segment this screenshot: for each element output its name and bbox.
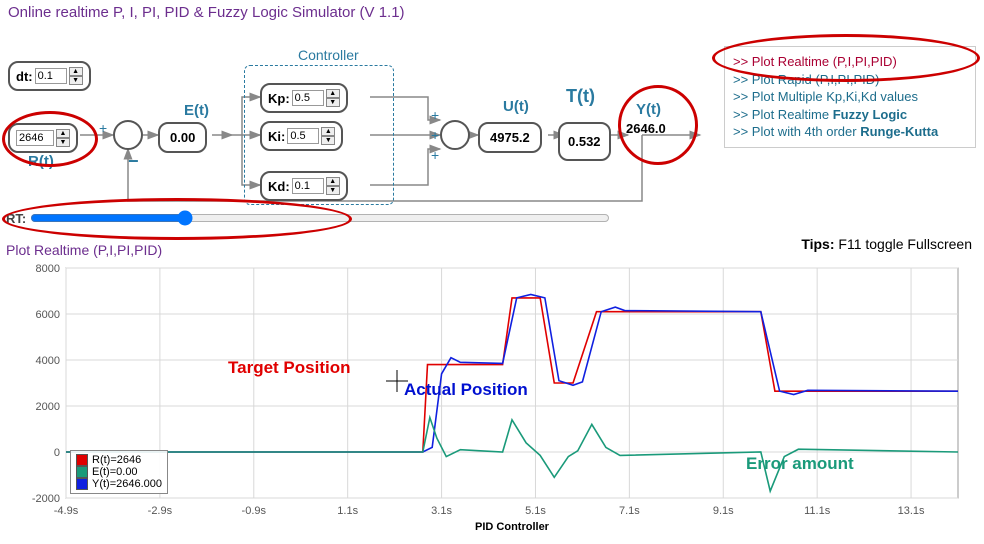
annot-actual: Actual Position	[404, 380, 528, 400]
annot-error: Error amount	[746, 454, 854, 474]
y-label: Y(t)	[636, 101, 661, 118]
svg-text:2000: 2000	[36, 401, 60, 413]
r-down[interactable]: ▼	[56, 138, 70, 147]
dt-box: dt: ▲ ▼	[8, 61, 91, 91]
rt-label: RT:	[6, 211, 26, 226]
dt-down[interactable]: ▼	[69, 76, 83, 85]
link-rapid[interactable]: >> Plot Rapid (P,I,PI,PID)	[733, 72, 879, 87]
crosshair-icon	[386, 370, 408, 392]
page-title: Online realtime P, I, PI, PID & Fuzzy Lo…	[0, 0, 984, 25]
svg-text:6000: 6000	[36, 309, 60, 321]
link-rk[interactable]: >> Plot with 4th order Runge-Kutta	[733, 124, 938, 139]
dt-spinner: ▲ ▼	[69, 67, 83, 85]
sum2	[440, 120, 470, 150]
kp-up[interactable]: ▲	[326, 89, 340, 98]
link-multiple[interactable]: >> Plot Multiple Kp,Ki,Kd values	[733, 89, 918, 104]
svg-text:4000: 4000	[36, 355, 60, 367]
ki-down[interactable]: ▼	[321, 136, 335, 145]
ki-input[interactable]	[287, 128, 319, 144]
r-label: R(t)	[28, 153, 54, 170]
svg-text:-2.9s: -2.9s	[148, 505, 173, 517]
e-value: 0.00	[158, 122, 207, 153]
r-up[interactable]: ▲	[56, 129, 70, 138]
svg-text:8000: 8000	[36, 263, 60, 275]
svg-text:1.1s: 1.1s	[337, 505, 358, 517]
ki-up[interactable]: ▲	[321, 127, 335, 136]
svg-text:7.1s: 7.1s	[619, 505, 640, 517]
y-value: 2646.0	[626, 121, 666, 136]
svg-text:9.1s: 9.1s	[713, 505, 734, 517]
svg-text:13.1s: 13.1s	[898, 505, 925, 517]
dt-up[interactable]: ▲	[69, 67, 83, 76]
kd-up[interactable]: ▲	[326, 177, 340, 186]
legend: R(t)=2646E(t)=0.00Y(t)=2646.000	[70, 450, 168, 494]
e-label: E(t)	[184, 102, 209, 119]
controller-title: Controller	[298, 47, 359, 63]
t-label: T(t)	[566, 86, 595, 107]
kp-box: Kp: ▲▼	[260, 83, 348, 113]
svg-text:5.1s: 5.1s	[525, 505, 546, 517]
rt-slider[interactable]	[30, 210, 610, 226]
u-label: U(t)	[503, 98, 529, 115]
kp-input[interactable]	[292, 90, 324, 106]
svg-text:11.1s: 11.1s	[804, 505, 831, 517]
r-input[interactable]	[16, 130, 54, 146]
svg-text:PID Controller: PID Controller	[475, 521, 550, 533]
annot-target: Target Position	[228, 358, 350, 378]
svg-text:0: 0	[54, 447, 60, 459]
ki-box: Ki: ▲▼	[260, 121, 343, 151]
svg-text:-0.9s: -0.9s	[242, 505, 267, 517]
svg-text:3.1s: 3.1s	[431, 505, 452, 517]
link-fuzzy[interactable]: >> Plot Realtime Fuzzy Logic	[733, 107, 907, 122]
u-value: 4975.2	[478, 122, 542, 153]
kd-input[interactable]	[292, 178, 324, 194]
r-spinner: ▲ ▼	[56, 129, 70, 147]
kd-box: Kd: ▲▼	[260, 171, 348, 201]
rt-row: RT:	[6, 210, 610, 226]
link-realtime[interactable]: >> Plot Realtime (P,I,PI,PID)	[733, 54, 897, 69]
chart: -2000 0 2000 4000 6000 8000 -4.9s -2.9s -0.9s 1.1…	[6, 262, 966, 538]
plot-title: Plot Realtime (P,I,PI,PID)	[6, 242, 162, 258]
sum1	[113, 120, 143, 150]
tips: Tips: F11 toggle Fullscreen	[801, 236, 972, 252]
kd-down[interactable]: ▼	[326, 186, 340, 195]
links-panel: >> Plot Realtime (P,I,PI,PID) >> Plot Ra…	[724, 46, 976, 148]
kp-down[interactable]: ▼	[326, 98, 340, 107]
r-box: ▲ ▼	[8, 123, 78, 153]
t-value: 0.532	[558, 122, 611, 161]
svg-text:-2000: -2000	[32, 493, 60, 505]
dt-input[interactable]	[35, 68, 67, 84]
dt-label: dt:	[16, 69, 33, 84]
svg-text:-4.9s: -4.9s	[54, 505, 79, 517]
